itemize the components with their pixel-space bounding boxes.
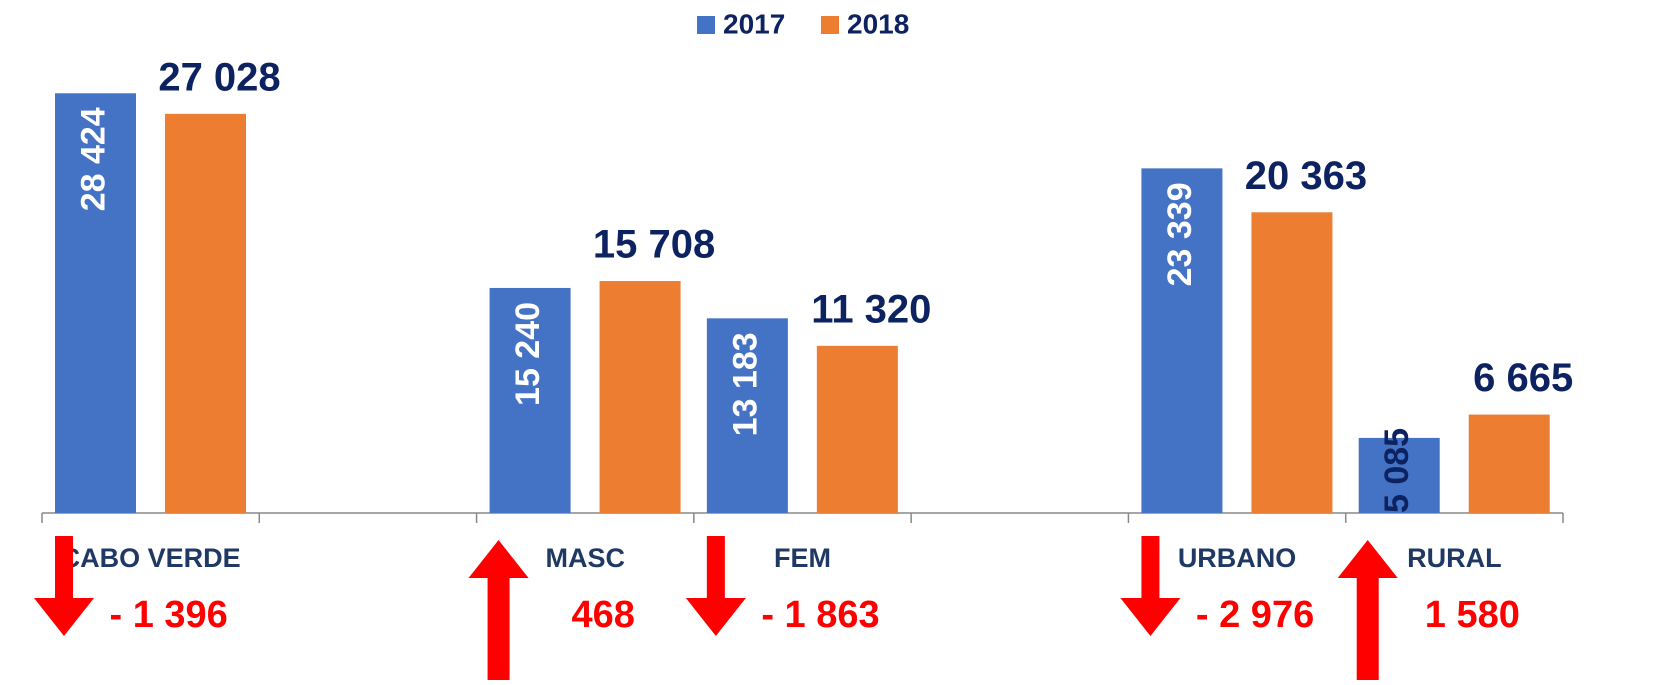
bar (489, 287, 571, 513)
bar (1468, 414, 1550, 513)
change-arrow (685, 536, 746, 636)
value-label: 23 339 (1161, 182, 1199, 286)
change-label: 1 580 (1425, 594, 1520, 636)
category-label: URBANO (1178, 543, 1297, 573)
value-label: 15 240 (509, 302, 547, 406)
bar (816, 345, 898, 513)
bar (1251, 212, 1333, 513)
change-arrow (468, 540, 529, 680)
change-label: 468 (572, 594, 635, 636)
legend-label: 2017 (723, 8, 785, 39)
value-label: 6 665 (1473, 356, 1573, 400)
change-arrow (34, 536, 94, 636)
legend-swatch (697, 16, 715, 34)
value-label: 13 183 (726, 332, 764, 436)
value-label: 28 424 (74, 107, 112, 211)
bar (55, 93, 136, 513)
value-label: 20 363 (1245, 154, 1367, 198)
bar (165, 113, 246, 513)
change-label: - 1 863 (761, 594, 879, 636)
value-label: 15 708 (593, 223, 715, 267)
value-label: 11 320 (811, 287, 931, 331)
legend-label: 2018 (847, 8, 909, 39)
change-arrow (1120, 536, 1181, 636)
category-label: FEM (774, 543, 831, 573)
value-label: 5 085 (1378, 428, 1416, 513)
change-label: - 2 976 (1196, 594, 1314, 636)
change-arrow (1337, 540, 1398, 680)
category-label: RURAL (1407, 543, 1502, 573)
category-label: CABO VERDE (61, 543, 241, 573)
value-label: 27 028 (158, 55, 280, 99)
bar (599, 281, 681, 513)
legend-swatch (821, 16, 839, 34)
bar (1141, 168, 1223, 513)
change-label: - 1 396 (109, 594, 227, 636)
category-label: MASC (545, 543, 625, 573)
bar (706, 318, 788, 513)
bar (1358, 437, 1440, 513)
